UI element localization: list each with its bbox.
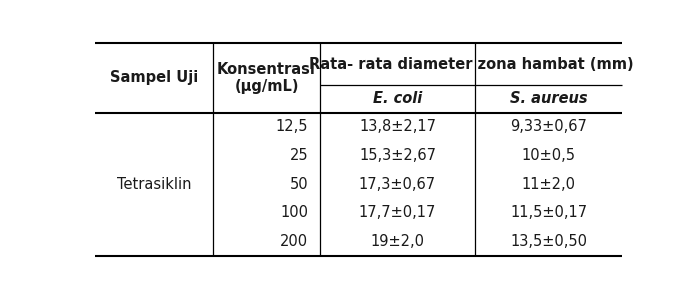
Text: 11,5±0,17: 11,5±0,17 — [510, 205, 587, 220]
Text: 17,7±0,17: 17,7±0,17 — [359, 205, 436, 220]
Text: 9,33±0,67: 9,33±0,67 — [510, 119, 587, 134]
Text: 17,3±0,67: 17,3±0,67 — [359, 177, 436, 192]
Text: S. aureus: S. aureus — [510, 91, 587, 106]
Text: 50: 50 — [290, 177, 309, 192]
Text: 100: 100 — [281, 205, 309, 220]
Text: 13,8±2,17: 13,8±2,17 — [359, 119, 436, 134]
Text: Konsentrasi
(μg/mL): Konsentrasi (μg/mL) — [217, 62, 316, 94]
Text: Tetrasiklin: Tetrasiklin — [117, 177, 191, 192]
Text: 11±2,0: 11±2,0 — [522, 177, 575, 192]
Text: 12,5: 12,5 — [276, 119, 309, 134]
Text: 13,5±0,50: 13,5±0,50 — [510, 234, 587, 249]
Text: 10±0,5: 10±0,5 — [522, 148, 575, 163]
Text: E. coli: E. coli — [373, 91, 422, 106]
Text: 200: 200 — [280, 234, 309, 249]
Text: Sampel Uji: Sampel Uji — [110, 70, 198, 85]
Text: 25: 25 — [290, 148, 309, 163]
Text: 19±2,0: 19±2,0 — [370, 234, 424, 249]
Text: Rata- rata diameter zona hambat (mm): Rata- rata diameter zona hambat (mm) — [309, 57, 634, 72]
Text: 15,3±2,67: 15,3±2,67 — [359, 148, 436, 163]
